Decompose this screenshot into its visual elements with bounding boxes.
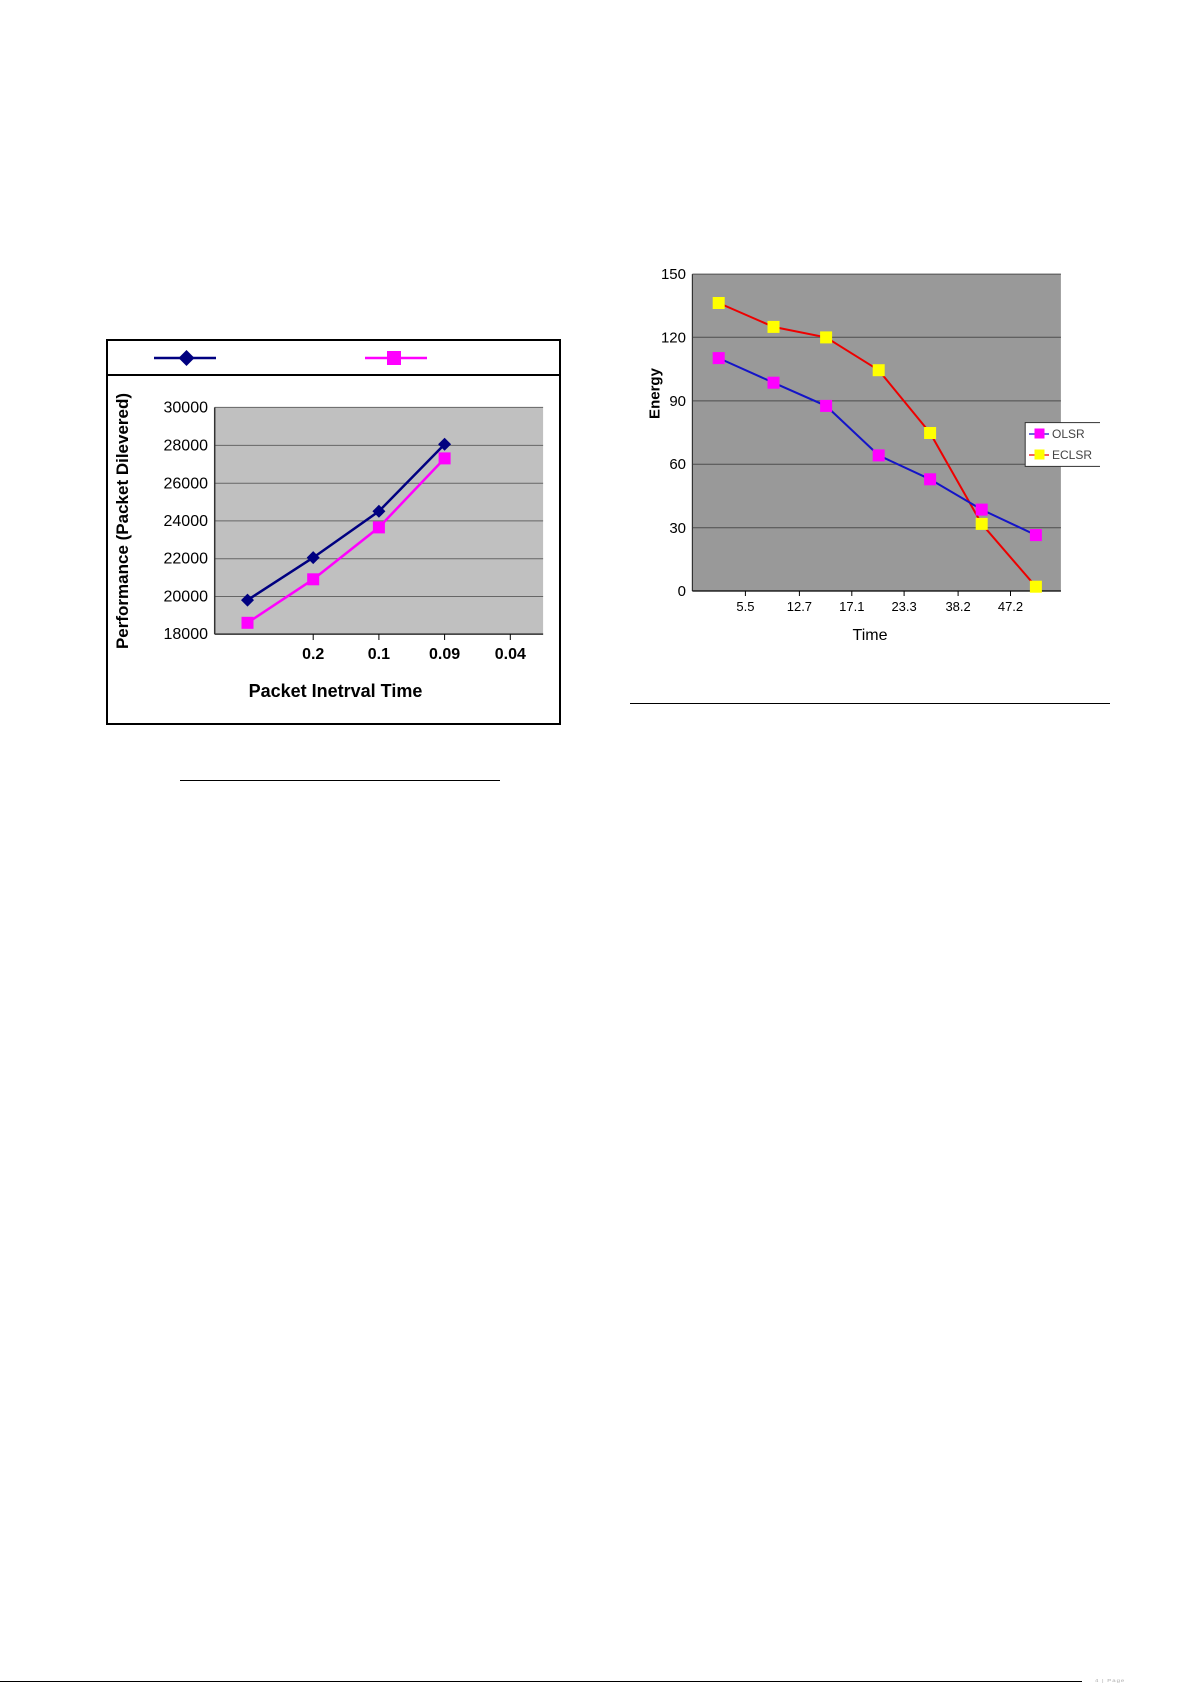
- svg-text:30000: 30000: [164, 399, 209, 416]
- svg-text:12.7: 12.7: [787, 599, 812, 614]
- svg-text:20000: 20000: [164, 589, 209, 606]
- svg-text:22000: 22000: [164, 551, 209, 568]
- svg-text:150: 150: [661, 266, 686, 283]
- svg-text:26000: 26000: [164, 475, 209, 492]
- svg-text:OLSR: OLSR: [1052, 427, 1085, 441]
- svg-text:0: 0: [678, 583, 686, 600]
- svg-text:23.3: 23.3: [891, 599, 916, 614]
- svg-text:ECLSR: ECLSR: [1052, 448, 1092, 462]
- svg-text:30: 30: [669, 520, 686, 537]
- svg-text:5.5: 5.5: [736, 599, 754, 614]
- svg-text:120: 120: [661, 329, 686, 346]
- svg-text:60: 60: [669, 456, 686, 473]
- svg-text:24000: 24000: [164, 513, 209, 530]
- svg-text:0.04: 0.04: [495, 646, 526, 663]
- svg-text:28000: 28000: [164, 437, 209, 454]
- svg-text:47.2: 47.2: [998, 599, 1023, 614]
- svg-text:0.1: 0.1: [368, 646, 390, 663]
- svg-text:90: 90: [669, 393, 686, 410]
- svg-text:17.1: 17.1: [839, 599, 864, 614]
- svg-text:18000: 18000: [164, 626, 209, 643]
- svg-text:0.09: 0.09: [429, 646, 460, 663]
- svg-text:38.2: 38.2: [945, 599, 970, 614]
- svg-text:0.2: 0.2: [302, 646, 324, 663]
